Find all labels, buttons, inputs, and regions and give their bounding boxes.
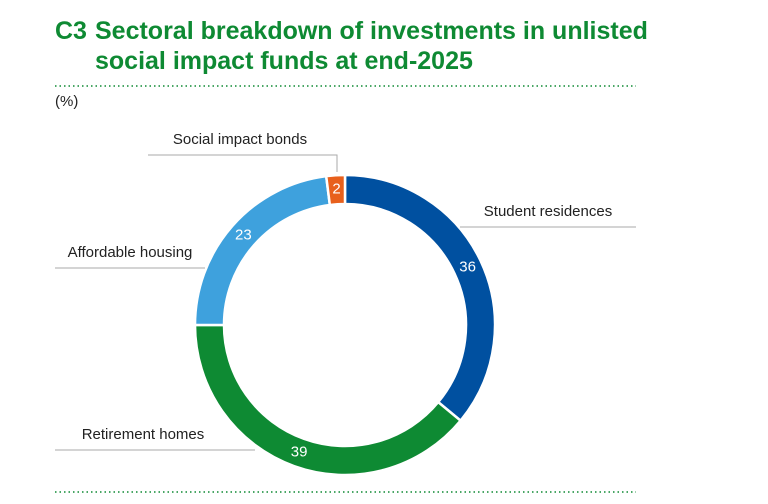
category-label: Social impact bonds — [173, 131, 307, 148]
donut-segment — [343, 173, 497, 423]
category-label: Affordable housing — [68, 244, 193, 261]
donut-segment — [193, 174, 332, 327]
chart-title: Sectoral breakdown of investments in unl… — [95, 17, 648, 75]
leader-line — [148, 154, 338, 172]
unit-label: (%) — [55, 93, 78, 110]
value-label: 39 — [291, 443, 308, 460]
category-label: Retirement homes — [82, 426, 205, 443]
donut-segment — [193, 323, 463, 477]
value-label: 36 — [459, 258, 476, 275]
chart-id: C3 — [55, 17, 87, 45]
value-label: 2 — [332, 181, 340, 198]
header: C3 Sectoral breakdown of investments in … — [55, 16, 655, 76]
value-label: 23 — [235, 226, 252, 243]
donut-segment — [324, 173, 347, 207]
category-label: Student residences — [484, 203, 612, 220]
